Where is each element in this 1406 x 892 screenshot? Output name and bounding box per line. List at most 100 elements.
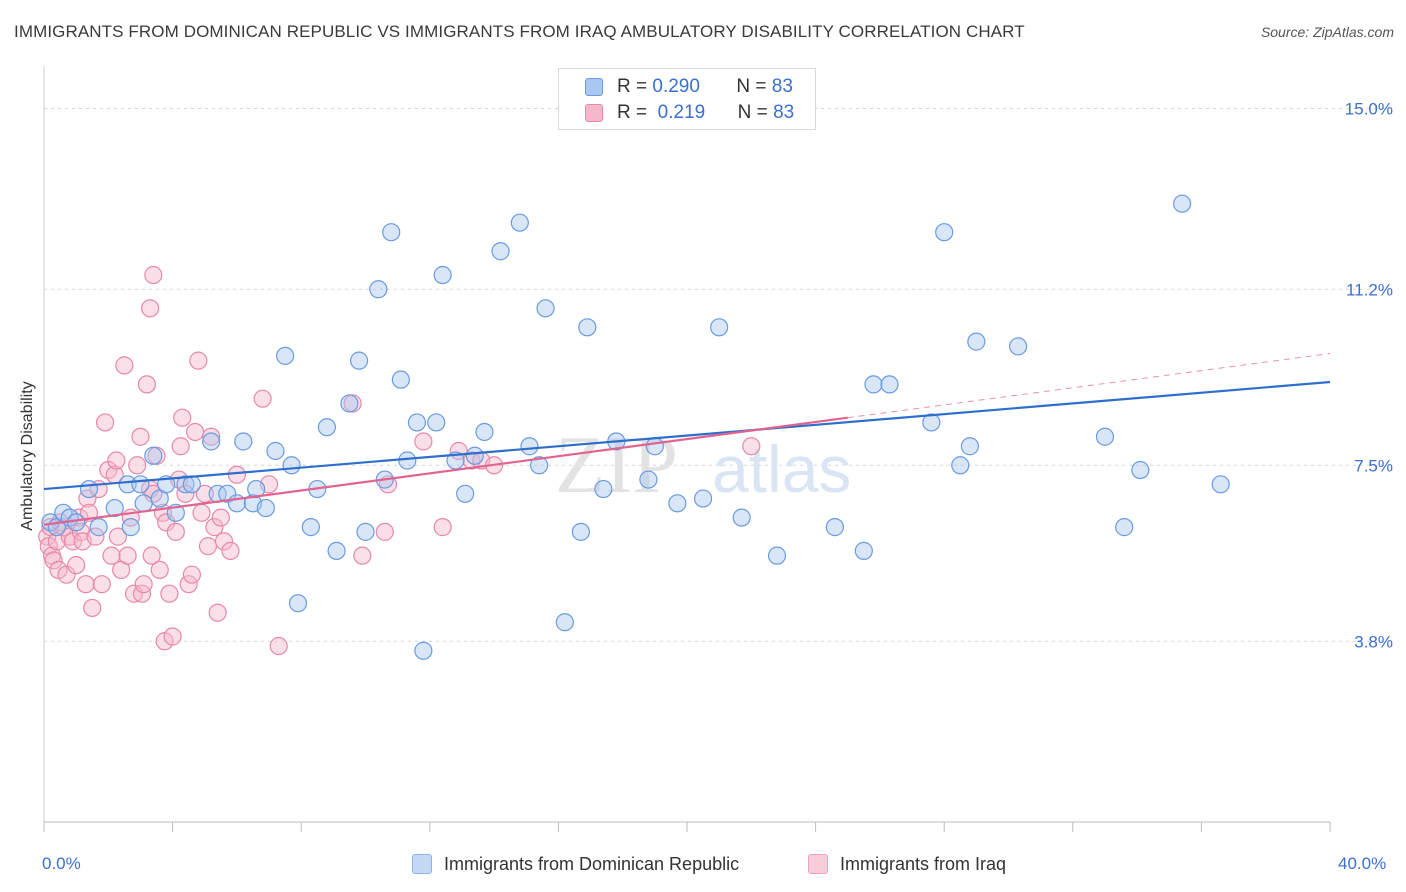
iraq-point xyxy=(198,537,218,556)
dominican-point xyxy=(1131,460,1150,480)
iraq-point xyxy=(95,413,115,432)
legend-swatch-pink xyxy=(585,104,603,122)
iraq-point xyxy=(57,565,76,584)
bottom-legend-swatch-pink xyxy=(808,854,828,874)
dominican-point xyxy=(571,522,591,541)
source-credit: Source: ZipAtlas.com xyxy=(1260,24,1394,40)
dominican-point xyxy=(710,318,729,337)
dominican-point xyxy=(639,470,658,489)
legend-row-dominican: R = 0.290 N = 83 xyxy=(585,75,793,99)
dominican-point xyxy=(89,518,108,537)
iraq-point xyxy=(214,532,234,551)
iraq-point xyxy=(353,546,372,565)
dominican-point xyxy=(475,422,494,442)
x-tick-max: 40.0% xyxy=(1338,854,1387,873)
dominican-point xyxy=(282,456,301,475)
iraq-point xyxy=(128,456,147,475)
dominican-point xyxy=(105,498,124,518)
iraq-point xyxy=(163,627,182,646)
iraq-point xyxy=(211,508,230,527)
dominican-point xyxy=(951,456,970,475)
dominican-point xyxy=(407,413,427,432)
dominican-point xyxy=(218,484,237,503)
trend-lines xyxy=(43,352,1331,526)
dominican-point xyxy=(960,437,980,456)
iraq-point xyxy=(107,451,126,470)
grid-lines xyxy=(44,108,1390,642)
dominican-point xyxy=(340,394,359,413)
series-dominican-points xyxy=(41,194,1230,660)
iraq-point xyxy=(132,584,152,603)
iraq-point xyxy=(171,437,190,456)
dominican-point xyxy=(693,489,713,508)
iraq-point xyxy=(67,556,86,575)
iraq-point xyxy=(44,551,63,570)
iraq-point xyxy=(208,603,227,622)
dominican-point xyxy=(465,446,484,465)
iraq-point xyxy=(140,299,160,318)
dominican-point xyxy=(234,432,253,451)
iraq-point xyxy=(179,575,198,594)
iraq-point xyxy=(205,518,224,537)
bottom-legend-iraq: Immigrants from Iraq xyxy=(808,852,1006,876)
iraq-point xyxy=(157,513,176,532)
dominican-point xyxy=(391,370,410,389)
dominican-point xyxy=(327,541,346,560)
iraq-point xyxy=(176,484,195,503)
legend-n-label: N = xyxy=(736,76,767,97)
correlation-legend: R = 0.290 N = 83 R = 0.219 N = 83 xyxy=(558,68,816,130)
bottom-legend-dominican: Immigrants from Dominican Republic xyxy=(412,852,739,876)
dominican-point xyxy=(491,242,510,261)
dominican-point xyxy=(433,265,452,285)
iraq-point xyxy=(108,527,128,546)
iraq-point xyxy=(137,375,156,394)
dominican-point xyxy=(645,437,664,456)
y-tick-label: 15.0% xyxy=(1345,100,1393,119)
dominican-point xyxy=(510,213,529,232)
dominican-point xyxy=(732,508,751,527)
iraq-point xyxy=(134,575,153,594)
dominican-point xyxy=(67,513,86,532)
legend-swatch-blue xyxy=(585,78,603,96)
iraq-point xyxy=(375,522,394,541)
iraq-point xyxy=(102,546,121,565)
legend-r-label: R = xyxy=(617,102,648,123)
dominican-point xyxy=(121,518,140,537)
iraq-point xyxy=(115,356,134,375)
dominican-point xyxy=(880,375,899,394)
dominican-point xyxy=(536,299,555,318)
iraq-point xyxy=(160,584,179,603)
dominican-point xyxy=(456,484,475,503)
iraq-trend-line xyxy=(43,416,848,526)
dominican-point xyxy=(668,494,687,513)
dominican-point xyxy=(131,475,150,494)
bottom-legend-label: Immigrants from Dominican Republic xyxy=(444,853,740,874)
iraq-point xyxy=(76,575,95,594)
dominican-point xyxy=(1211,475,1230,494)
dominican-point xyxy=(202,432,221,451)
dominican-point xyxy=(555,613,574,632)
y-tick-label: 11.2% xyxy=(1346,280,1393,299)
dominican-point xyxy=(301,518,320,537)
chart-title: IMMIGRANTS FROM DOMINICAN REPUBLIC VS IM… xyxy=(14,22,1025,41)
dominican-point xyxy=(118,475,137,494)
watermark-atlas: atlas xyxy=(712,432,851,506)
legend-r-label: R = xyxy=(617,76,648,97)
dominican-point xyxy=(144,446,163,465)
iraq-point xyxy=(414,432,433,451)
dominican-point xyxy=(578,318,597,337)
legend-row-iraq: R = 0.219 N = 83 xyxy=(585,101,794,125)
dominican-point xyxy=(767,546,787,565)
iraq-point xyxy=(86,527,105,546)
dominican-point xyxy=(79,479,99,499)
dominican-point xyxy=(256,498,275,518)
iraq-point xyxy=(182,565,201,584)
iraq-point xyxy=(221,541,240,560)
iraq-point xyxy=(150,560,169,580)
dominican-point xyxy=(266,441,285,461)
dominican-point xyxy=(594,479,613,499)
iraq-point xyxy=(192,503,211,522)
iraq-point xyxy=(433,518,452,537)
dominican-point xyxy=(369,280,388,299)
